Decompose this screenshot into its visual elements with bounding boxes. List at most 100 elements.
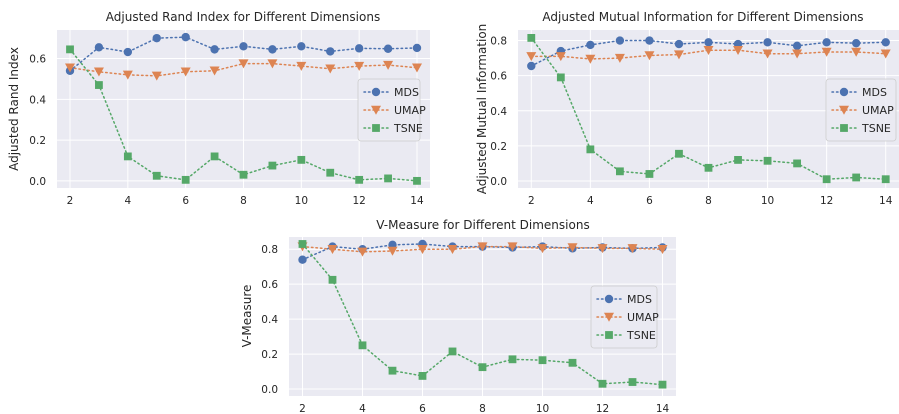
point-tsne — [645, 170, 654, 178]
point-mds — [851, 38, 861, 48]
y-tick-label: 0.0 — [490, 176, 507, 188]
point-tsne — [298, 240, 307, 248]
point-tsne — [95, 81, 103, 89]
point-tsne — [384, 174, 392, 183]
y-tick-label: 0.8 — [490, 36, 507, 48]
legend-label-tsne: TSNE — [393, 122, 423, 135]
legend-marker-tsne — [840, 124, 848, 132]
legend-marker-tsne — [605, 331, 613, 339]
y-tick-label: 0.6 — [490, 71, 507, 83]
point-umap — [537, 244, 548, 254]
point-tsne — [615, 167, 624, 176]
point-umap — [526, 52, 537, 62]
point-umap — [238, 59, 249, 69]
point-tsne — [538, 356, 547, 365]
legend-label-tsne: TSNE — [861, 122, 891, 135]
point-umap — [733, 45, 744, 55]
point-tsne — [66, 45, 74, 54]
y-axis-label: Adjusted Rand Index — [7, 47, 21, 171]
y-tick-label: 0.4 — [261, 314, 278, 326]
x-tick-label: 12 — [820, 195, 833, 207]
point-tsne — [152, 171, 161, 180]
x-tick-label: 14 — [879, 195, 893, 207]
point-tsne — [556, 73, 565, 82]
point-tsne — [210, 152, 219, 161]
chart-title: Adjusted Mutual Information for Differen… — [542, 10, 863, 24]
point-tsne — [358, 341, 367, 350]
point-umap — [644, 51, 655, 61]
legend: MDS UMAP TSNE — [825, 78, 897, 142]
chart-panel-1: 2 4 6 8 10 12 14 0.0 0.2 0.4 0.6 Adjusted Rand Inde… — [7, 10, 430, 207]
series-group — [65, 32, 422, 185]
point-tsne — [598, 379, 607, 388]
x-tick-label: 14 — [410, 195, 424, 207]
y-axis-label: V-Measure — [240, 285, 254, 348]
legend: MDS UMAP TSNE — [357, 78, 426, 142]
point-mds — [822, 38, 831, 47]
point-umap — [657, 244, 668, 254]
point-tsne — [793, 159, 802, 168]
chart-panel-3: 2 4 6 8 10 12 14 0.0 0.2 0.4 0.6 0.8 V-Measure for D… — [240, 218, 676, 414]
point-mds — [704, 38, 713, 47]
point-umap — [507, 242, 518, 252]
point-umap — [673, 50, 684, 60]
x-tick-label: 6 — [419, 403, 426, 414]
point-tsne — [448, 347, 457, 356]
point-tsne — [413, 176, 421, 185]
x-tick-label: 2 — [528, 195, 535, 207]
point-mds — [383, 44, 393, 53]
point-tsne — [568, 358, 577, 367]
x-tick-label: 12 — [352, 195, 365, 207]
point-mds — [123, 47, 133, 57]
point-umap — [792, 49, 803, 59]
series-group — [526, 34, 891, 184]
point-tsne — [763, 156, 772, 165]
legend-marker-umap — [604, 312, 614, 322]
point-mds — [763, 38, 772, 47]
point-umap — [387, 246, 398, 256]
point-tsne — [628, 378, 637, 386]
point-tsne — [658, 380, 667, 389]
point-mds — [586, 40, 595, 50]
point-mds — [94, 43, 104, 52]
point-mds — [239, 42, 248, 51]
legend-label-umap: UMAP — [394, 104, 426, 117]
point-umap — [555, 52, 566, 62]
legend-label-mds: MDS — [394, 86, 419, 99]
point-tsne — [268, 161, 277, 170]
legend-marker-umap — [371, 105, 381, 115]
legend-marker-tsne — [372, 124, 380, 132]
point-umap — [880, 49, 891, 59]
y-tick-label: 0.0 — [261, 384, 278, 396]
point-umap — [614, 53, 625, 63]
x-tick-label: 10 — [761, 195, 774, 207]
y-tick-label: 0.0 — [29, 176, 46, 188]
point-umap — [151, 71, 162, 81]
point-mds — [645, 36, 654, 45]
point-tsne — [704, 163, 713, 172]
point-tsne — [586, 145, 595, 154]
legend-label-mds: MDS — [862, 86, 887, 99]
y-axis-label: Adjusted Mutual Information — [475, 24, 489, 195]
point-mds — [298, 255, 307, 264]
point-umap — [357, 247, 368, 257]
legend-marker-umap — [839, 105, 849, 115]
point-tsne — [852, 173, 861, 182]
point-mds — [615, 36, 625, 45]
legend-marker-mds — [839, 87, 849, 97]
x-tick-label: 2 — [299, 403, 306, 414]
point-mds — [210, 45, 219, 54]
point-tsne — [418, 372, 427, 380]
point-umap — [417, 244, 428, 254]
x-tick-label: 4 — [124, 195, 131, 207]
point-umap — [597, 244, 608, 254]
point-tsne — [297, 155, 306, 164]
legend-label-tsne: TSNE — [626, 329, 656, 342]
point-umap — [627, 244, 638, 254]
point-tsne — [328, 275, 337, 284]
x-tick-label: 14 — [656, 403, 670, 414]
chart-title: Adjusted Rand Index for Different Dimens… — [106, 10, 380, 24]
point-umap — [180, 67, 191, 77]
point-umap — [567, 243, 578, 253]
point-umap — [851, 47, 862, 57]
